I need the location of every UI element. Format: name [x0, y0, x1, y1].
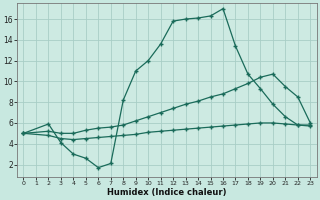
X-axis label: Humidex (Indice chaleur): Humidex (Indice chaleur)	[107, 188, 227, 197]
